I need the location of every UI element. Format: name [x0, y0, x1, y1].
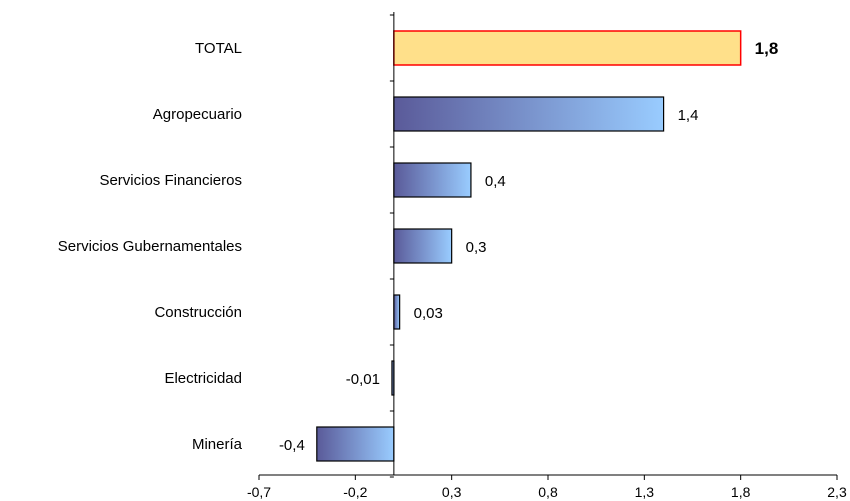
value-label-mineria: -0,4 [279, 437, 305, 454]
x-tick-label: 2,3 [827, 484, 847, 500]
value-label-servicios-gubernamentales: 0,3 [466, 239, 487, 256]
bar-construccion [393, 294, 401, 330]
category-label-agropecuario: Agropecuario [153, 106, 242, 123]
value-label-electricidad: -0,01 [346, 371, 380, 388]
axis-layer [258, 12, 838, 480]
category-label-servicios-gubernamentales: Servicios Gubernamentales [58, 238, 242, 255]
x-tick-label: -0,7 [247, 484, 271, 500]
x-tick-label: 0,3 [442, 484, 462, 500]
category-label-electricidad: Electricidad [164, 370, 242, 387]
category-label-mineria: Minería [192, 436, 243, 453]
x-tick-label: 1,8 [731, 484, 751, 500]
value-label-construccion: 0,03 [414, 305, 443, 322]
bar-total [393, 30, 742, 66]
bars-layer [316, 30, 742, 462]
x-tick-label: 1,3 [635, 484, 655, 500]
value-label-total: 1,8 [755, 39, 779, 58]
bar-servicios-financieros [393, 162, 472, 198]
category-label-construccion: Construcción [154, 304, 242, 321]
category-label-total: TOTAL [195, 40, 242, 57]
x-tick-label: -0,2 [343, 484, 367, 500]
value-label-servicios-financieros: 0,4 [485, 173, 506, 190]
bar-mineria [316, 426, 395, 462]
bar-servicios-gubernamentales [393, 228, 453, 264]
x-tick-label: 0,8 [538, 484, 558, 500]
labels-layer: TOTAL 1,8 Agropecuario 1,4 Servicios Financi… [58, 39, 847, 500]
category-label-servicios-financieros: Servicios Financieros [99, 172, 242, 189]
bar-agropecuario [393, 96, 665, 132]
value-label-agropecuario: 1,4 [678, 107, 699, 124]
